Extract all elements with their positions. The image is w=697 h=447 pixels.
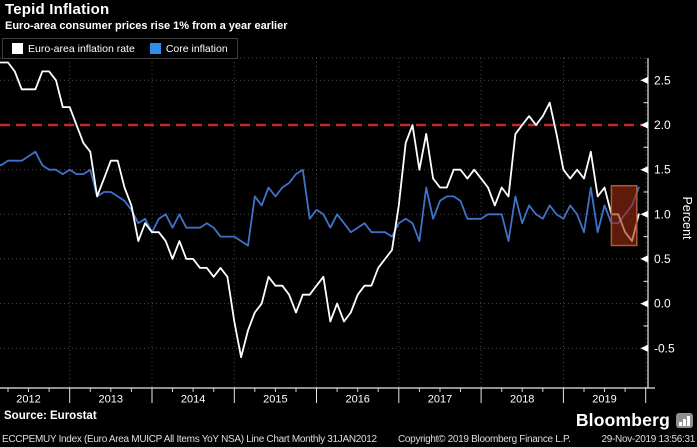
series-line-euro-area-inflation-rate [0,61,640,359]
x-tick-label: 2013 [99,394,123,406]
y-tick-label: 0.5 [654,252,671,266]
legend-item-euro-area-inflation-rate[interactable]: Euro-area inflation rate [12,43,135,55]
x-tick-label: 2015 [263,394,287,406]
legend-item-label: Core inflation [165,42,228,55]
x-tick-label: 2014 [181,394,205,406]
x-tick-label: 2012 [16,394,40,406]
y-axis-title: Percent [680,196,694,240]
x-tick-label: 2016 [345,394,369,406]
footer-datetime: 29-Nov-2019 13:56:31 [601,434,695,445]
y-tick-arrow-icon [640,121,648,129]
legend-item-label: Euro-area inflation rate [28,42,135,55]
y-tick-label: 2.5 [654,73,671,87]
bloomberg-terminal-icon [676,413,693,428]
y-tick-label: -0.5 [654,341,675,355]
y-tick-arrow-icon [640,344,648,352]
legend-swatch-icon [149,43,161,54]
legend: Euro-area inflation rate Core inflation [2,38,238,59]
footer-copyright: Copyright© 2019 Bloomberg Finance L.P. [398,434,571,445]
y-tick-label: 1.5 [654,163,671,177]
page-title: Tepid Inflation [5,1,110,18]
bloomberg-logo-text: Bloomberg [575,410,670,430]
y-tick-arrow-icon [640,255,648,263]
y-tick-arrow-icon [640,210,648,218]
footer-index-description: ECCPEMUY Index (Euro Area MUICP All Item… [2,434,377,445]
bloomberg-logo: Bloomberg [576,410,693,431]
x-tick-label: 2017 [428,394,452,406]
y-tick-arrow-icon [640,300,648,308]
y-tick-arrow-icon [640,76,648,84]
source-label: Source: Eurostat [4,410,97,422]
page-subtitle: Euro-area consumer prices rise 1% from a… [5,20,288,32]
x-tick-label: 2018 [510,394,534,406]
series-line-core-inflation [0,150,640,247]
y-tick-label: 0.0 [654,297,671,311]
x-tick-label: 2019 [592,394,616,406]
highlight-annotation-box [610,184,638,247]
y-tick-label: 1.0 [654,207,671,221]
y-tick-label: 2.0 [654,118,671,132]
y-tick-arrow-icon [640,166,648,174]
legend-item-core-inflation[interactable]: Core inflation [149,42,228,55]
legend-swatch-icon [12,43,23,54]
